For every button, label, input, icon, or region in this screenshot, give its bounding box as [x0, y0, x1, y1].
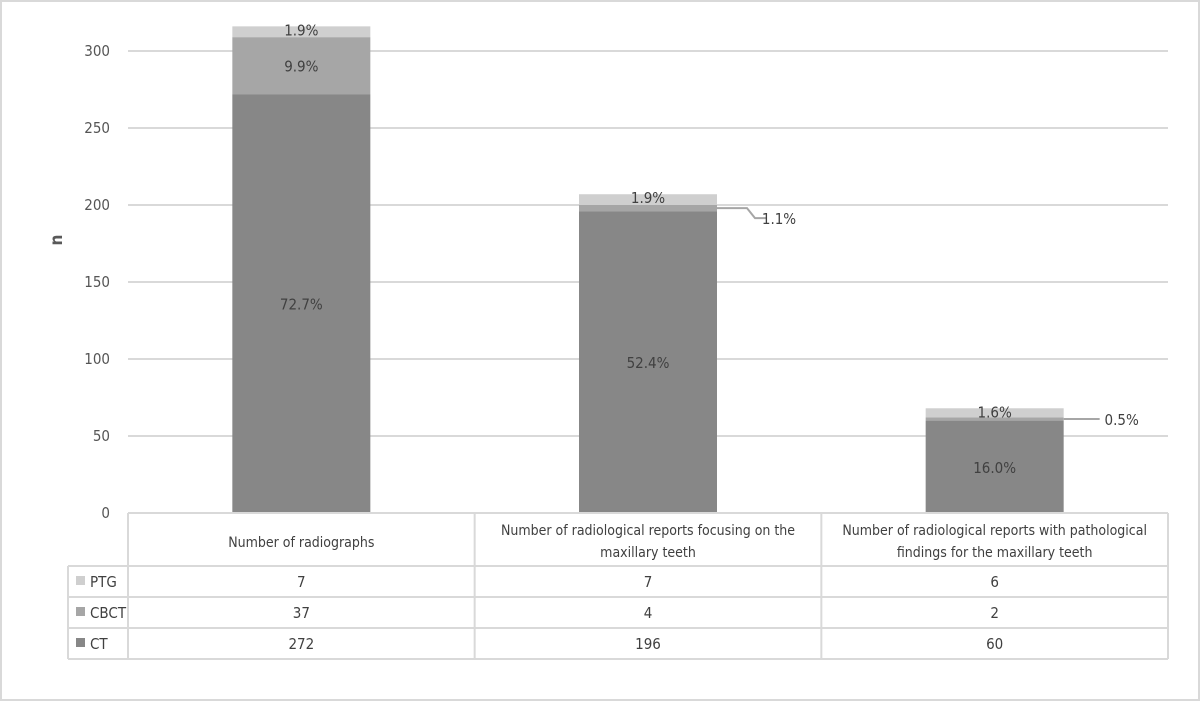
bar-segment-ct	[579, 211, 717, 513]
bar-segment-ptg	[232, 26, 371, 38]
table-value: 60	[986, 635, 1003, 653]
table-value: 196	[635, 635, 661, 653]
legend-label: PTG	[90, 573, 117, 591]
category-label: Number of radiological reports with path…	[842, 523, 1147, 539]
table-value: 6	[990, 573, 999, 591]
data-label: 52.4%	[627, 354, 670, 372]
data-label: 1.9%	[631, 189, 665, 207]
data-label: 1.1%	[762, 210, 796, 228]
legend-label: CBCT	[90, 604, 127, 622]
y-tick-label: 150	[84, 273, 110, 291]
y-tick-label: 250	[84, 119, 110, 137]
y-tick-label: 50	[93, 427, 110, 445]
table-value: 7	[644, 573, 653, 591]
bar-segment-cbct	[232, 37, 371, 95]
category-label: Number of radiographs	[228, 535, 374, 551]
legend-swatch-cbct	[76, 607, 85, 616]
y-tick-label: 100	[84, 350, 110, 368]
legend-label: CT	[90, 635, 108, 653]
y-tick-label: 0	[101, 504, 110, 522]
data-label: 72.7%	[280, 296, 323, 314]
table-value: 4	[644, 604, 653, 622]
y-tick-label: 300	[84, 42, 110, 60]
category-label: findings for the maxillary teeth	[897, 545, 1093, 561]
leader-line	[717, 207, 767, 220]
table-value: 272	[288, 635, 314, 653]
table-value: 37	[293, 604, 310, 622]
legend-swatch-ct	[76, 638, 85, 647]
bar-segment-ct	[925, 420, 1064, 513]
legend-swatch-ptg	[76, 576, 85, 585]
y-tick-label: 200	[84, 196, 110, 214]
category-label: Number of radiological reports focusing …	[501, 523, 795, 539]
data-label: 1.9%	[284, 21, 318, 39]
data-label: 1.6%	[978, 403, 1012, 421]
category-label: maxillary teeth	[600, 545, 696, 561]
data-label: 9.9%	[284, 58, 318, 76]
bar-segment-cbct	[925, 417, 1064, 421]
data-label: 16.0%	[973, 459, 1016, 477]
bar-segment-ptg	[925, 408, 1064, 418]
data-label: 0.5%	[1105, 411, 1139, 429]
y-axis-label: n	[47, 235, 67, 246]
table-value: 7	[297, 573, 306, 591]
bar-segment-ptg	[579, 194, 717, 205]
bar-segment-ct	[232, 94, 371, 514]
table-value: 2	[990, 604, 999, 622]
bar-segment-cbct	[579, 205, 717, 212]
